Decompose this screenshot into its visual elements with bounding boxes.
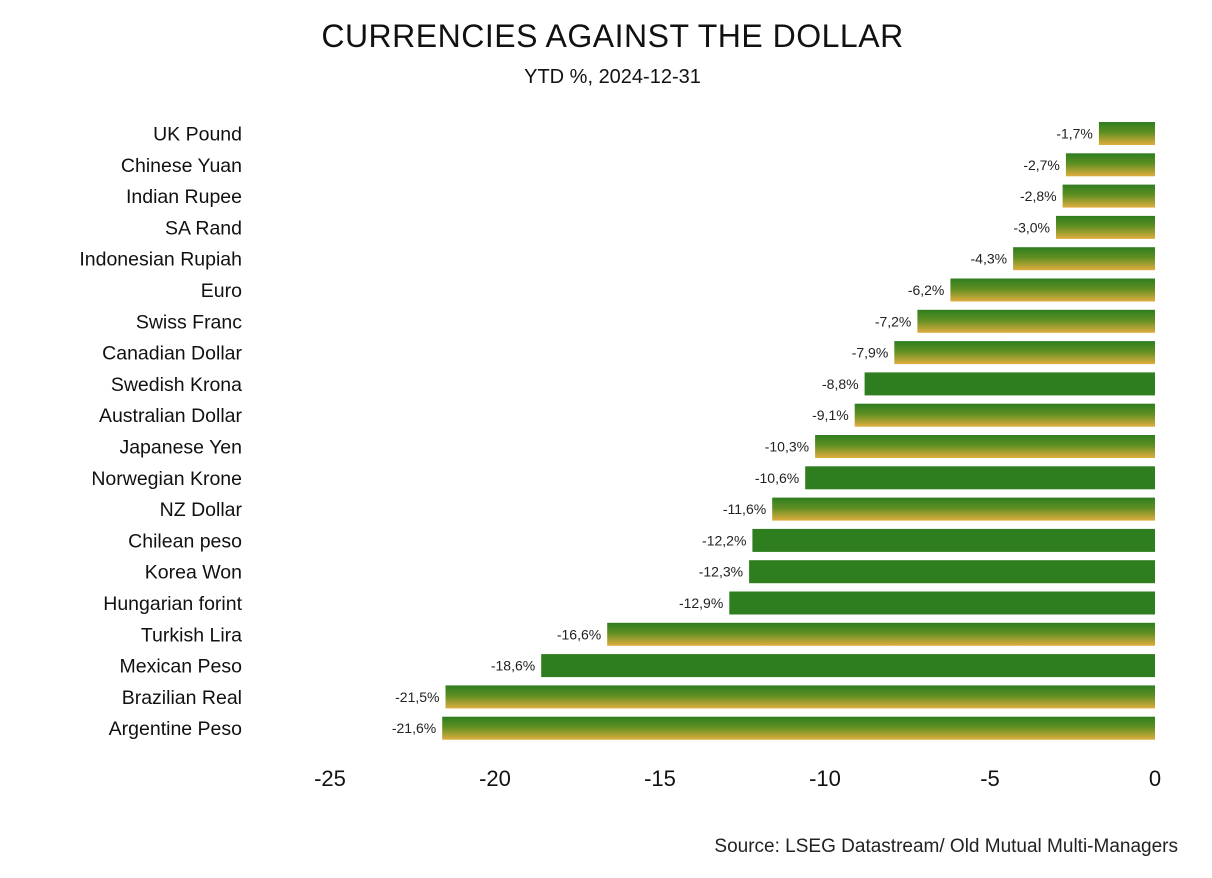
x-tick-label: -5	[980, 766, 1000, 791]
chart-subtitle: YTD %, 2024-12-31	[524, 66, 701, 88]
data-label: -3,0%	[1013, 219, 1050, 235]
data-label: -8,8%	[822, 376, 859, 392]
x-tick-label: -15	[644, 766, 676, 791]
data-label: -10,6%	[755, 470, 799, 486]
bar	[805, 466, 1155, 490]
bar	[772, 497, 1155, 521]
data-label: -1,7%	[1056, 126, 1093, 142]
chart-title: CURRENCIES AGAINST THE DOLLAR	[321, 18, 904, 54]
category-labels: UK Pound Chinese Yuan Indian Rupee SA Rand I…	[79, 124, 242, 741]
bars-layer	[442, 122, 1155, 740]
data-label: -10,3%	[765, 439, 809, 455]
bar	[854, 403, 1155, 427]
category-label: Euro	[201, 280, 242, 302]
data-label: -7,2%	[875, 313, 912, 329]
x-tick-label: -20	[479, 766, 511, 791]
category-label: Korea Won	[145, 562, 242, 584]
category-label: Mexican Peso	[120, 656, 243, 678]
bar	[442, 716, 1155, 740]
category-label: Japanese Yen	[119, 437, 242, 459]
data-label: -12,9%	[679, 595, 723, 611]
bar	[815, 435, 1155, 458]
bar	[607, 622, 1155, 646]
bar	[541, 654, 1155, 678]
category-label: Swiss Franc	[136, 311, 242, 333]
data-label: -2,7%	[1023, 157, 1060, 173]
category-label: Hungarian forint	[103, 593, 242, 615]
category-label: UK Pound	[153, 124, 242, 146]
data-label: -12,2%	[702, 532, 746, 548]
category-label: NZ Dollar	[160, 499, 243, 521]
data-label: -7,9%	[852, 345, 889, 361]
data-label: -21,6%	[392, 720, 436, 736]
category-label: Norwegian Krone	[91, 468, 242, 490]
bar	[917, 309, 1155, 333]
category-label: Chilean peso	[128, 530, 242, 552]
bar	[950, 278, 1155, 302]
bar	[752, 528, 1155, 552]
category-label: Argentine Peso	[109, 718, 242, 740]
bar	[1062, 184, 1155, 208]
x-tick-label: -25	[314, 766, 346, 791]
x-axis-ticks: -25 -20 -15 -10 -5 0	[314, 766, 1161, 791]
data-label: -21,5%	[395, 689, 439, 705]
category-label: Indian Rupee	[126, 186, 242, 208]
bar	[445, 685, 1155, 709]
category-label: Indonesian Rupiah	[79, 249, 242, 271]
bar	[1056, 215, 1155, 239]
data-label: -18,6%	[491, 658, 535, 674]
bar	[1098, 122, 1155, 145]
x-tick-label: -10	[809, 766, 841, 791]
category-label: Australian Dollar	[99, 405, 243, 427]
category-label: Chinese Yuan	[121, 155, 242, 177]
data-label: -11,6%	[723, 501, 766, 517]
data-label: -16,6%	[557, 626, 601, 642]
category-label: Swedish Krona	[111, 374, 242, 396]
data-label: -2,8%	[1020, 188, 1057, 204]
bar	[1013, 247, 1155, 271]
bar	[894, 341, 1155, 365]
bar	[864, 372, 1155, 396]
category-label: Turkish Lira	[141, 624, 242, 646]
category-label: Canadian Dollar	[102, 343, 242, 365]
data-label: -12,3%	[699, 564, 743, 580]
bar	[749, 560, 1155, 584]
category-label: SA Rand	[165, 217, 242, 239]
data-label: -6,2%	[908, 282, 945, 298]
data-label: -4,3%	[971, 251, 1008, 267]
bar	[729, 591, 1155, 615]
source-note: Source: LSEG Datastream/ Old Mutual Mult…	[714, 836, 1178, 857]
category-label: Brazilian Real	[122, 687, 242, 709]
x-tick-label: 0	[1149, 766, 1161, 791]
value-labels: -1,7% -2,7% -2,8% -3,0% -4,3% -6,2% -7,2% -7,9%…	[392, 126, 1093, 737]
data-label: -9,1%	[812, 407, 849, 423]
bar	[1065, 153, 1155, 177]
